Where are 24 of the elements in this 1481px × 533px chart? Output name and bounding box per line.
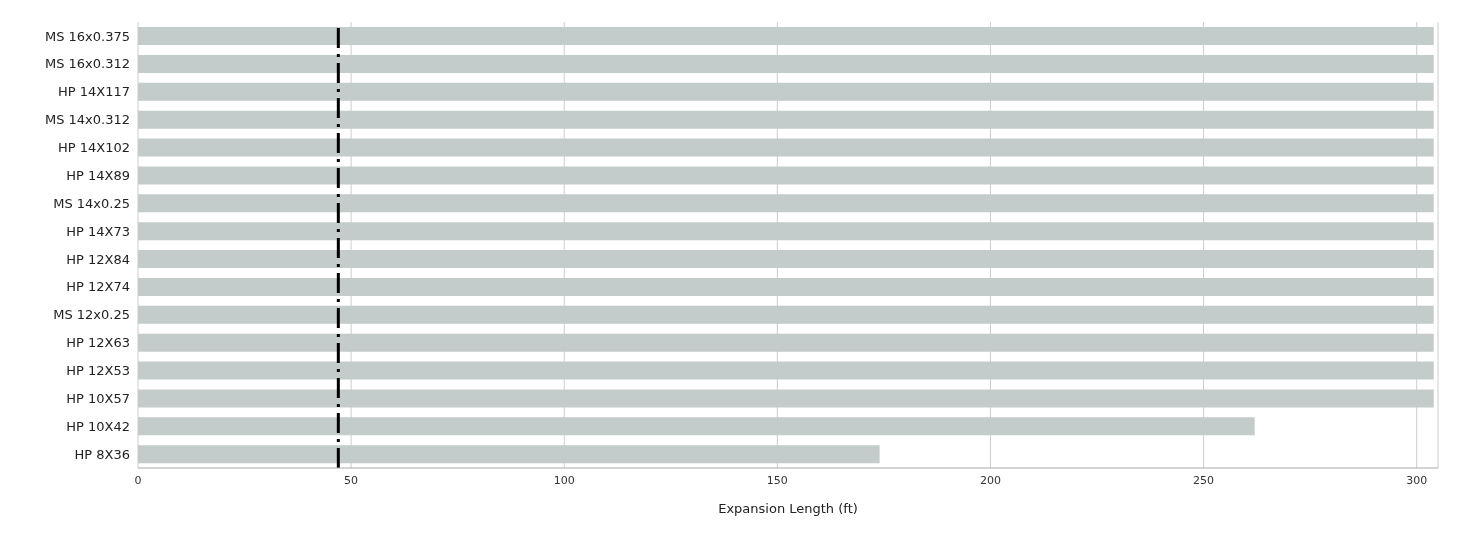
x-axis-title: Expansion Length (ft) [718,501,858,516]
x-tick-label: 200 [979,473,1001,487]
y-tick-label: HP 12X63 [66,335,130,351]
x-tick-label: 50 [344,473,359,487]
y-tick-label: HP 14X73 [66,223,130,239]
y-tick-label: HP 12X84 [66,251,130,267]
y-tick-label: HP 8X36 [74,446,130,462]
y-tick-label: HP 14X102 [57,140,130,156]
x-tick-label: 0 [134,473,142,487]
x-tick-label: 250 [1193,473,1215,487]
y-tick-label: MS 14x0.25 [53,195,130,211]
y-tick-label: MS 14x0.312 [44,112,130,128]
x-tick-label: 300 [1406,473,1428,487]
y-tick-label: HP 12X74 [66,279,130,295]
y-tick-label: HP 10X57 [66,390,130,406]
y-tick-label: HP 12X53 [66,363,130,379]
x-tick-label: 100 [553,473,575,487]
y-tick-label: MS 16x0.375 [44,28,130,44]
y-tick-label: MS 12x0.25 [53,307,130,323]
y-tick-label: HP 14X117 [57,84,130,100]
y-tick-label: MS 16x0.312 [44,56,130,72]
y-tick-label: HP 14X89 [66,167,130,183]
x-tick-label: 150 [766,473,788,487]
y-tick-label: HP 10X42 [66,418,130,434]
